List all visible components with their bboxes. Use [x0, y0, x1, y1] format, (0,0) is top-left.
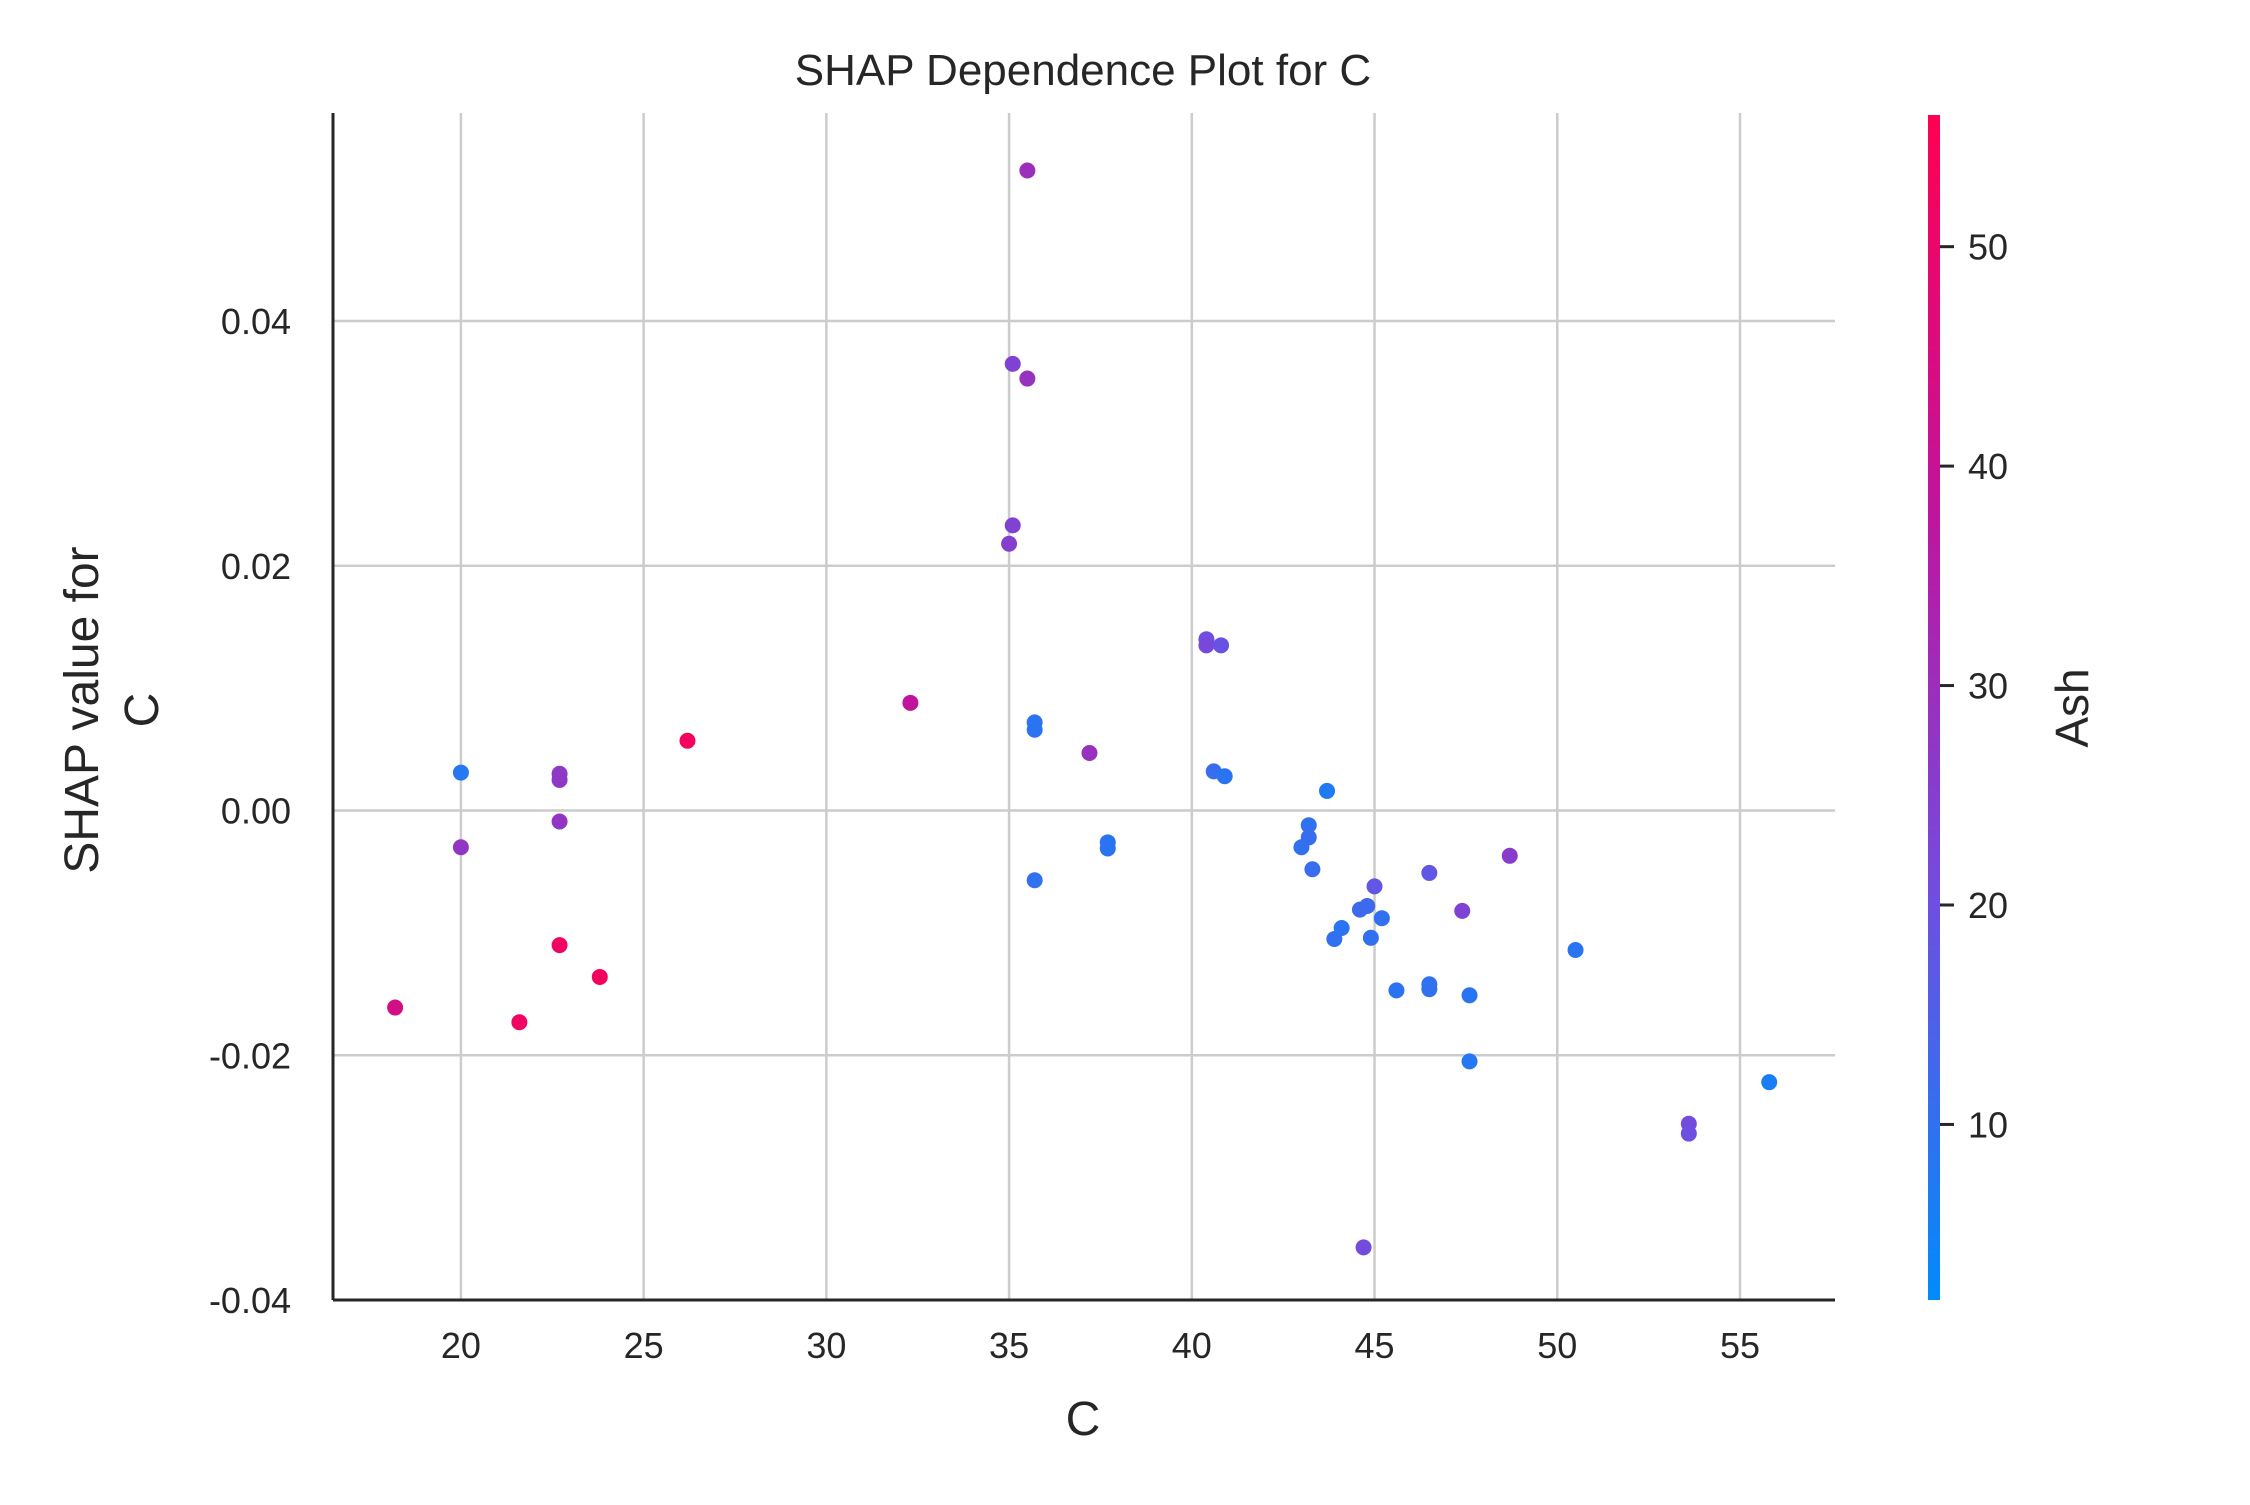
scatter-point [1019, 162, 1036, 179]
scatter-point [1501, 847, 1518, 864]
y-axis-label-line-2: C [116, 693, 169, 728]
scatter-point [1567, 942, 1584, 959]
grid-lines [333, 113, 1835, 1302]
scatter-point [1099, 840, 1116, 857]
y-tick-label: -0.04 [209, 1280, 291, 1321]
y-tick-label: 0.04 [221, 301, 291, 342]
x-tick-label: 35 [989, 1325, 1029, 1366]
y-tick-label: -0.02 [209, 1035, 291, 1076]
scatter-point [1019, 370, 1036, 387]
scatter-point [1366, 878, 1383, 895]
x-tick-label: 20 [441, 1325, 481, 1366]
y-tick-label: 0.02 [221, 546, 291, 587]
scatter-point [1454, 902, 1471, 919]
scatter-point [511, 1014, 528, 1031]
y-axis-label-line-1: SHAP value for [56, 546, 109, 873]
axes [331, 113, 1835, 1302]
x-tick-label: 25 [624, 1325, 664, 1366]
x-tick-label: 40 [1172, 1325, 1212, 1366]
scatter-point [1198, 637, 1215, 654]
colorbar-tick-label: 20 [1968, 885, 2008, 926]
x-axis-label: C [1066, 1393, 1101, 1446]
scatter-point [1351, 901, 1368, 918]
x-tick-label: 45 [1355, 1325, 1395, 1366]
scatter-point [1081, 745, 1098, 762]
scatter-point [1388, 982, 1405, 999]
scatter-point [679, 732, 696, 749]
x-ticks: 20 25 30 35 40 45 50 55 [441, 1325, 1760, 1366]
scatter-point [1304, 861, 1321, 878]
scatter-point [1373, 910, 1390, 927]
colorbar-label: Ash [2046, 668, 2098, 747]
colorbar-ticks: 10 20 30 40 50 [1940, 227, 2008, 1145]
scatter-point [1004, 517, 1021, 534]
scatter-point [1461, 1053, 1478, 1070]
scatter-point [1362, 929, 1379, 946]
colorbar-tick-label: 40 [1968, 446, 2008, 487]
scatter-point [1001, 535, 1018, 552]
scatter-point [387, 999, 404, 1016]
scatter-point [1026, 721, 1043, 738]
scatter-point [1293, 839, 1310, 856]
scatter-point [1680, 1125, 1697, 1142]
scatter-point [1004, 355, 1021, 372]
chart-title: SHAP Dependence Plot for C [795, 46, 1371, 95]
scatter-point [1026, 872, 1043, 889]
x-tick-label: 50 [1537, 1325, 1577, 1366]
scatter-point [1421, 981, 1438, 998]
scatter-point [591, 968, 608, 985]
scatter-point [1326, 931, 1343, 948]
scatter-point [1421, 864, 1438, 881]
x-tick-label: 55 [1720, 1325, 1760, 1366]
scatter-point [551, 937, 568, 954]
scatter-point [551, 813, 568, 830]
scatter-point [1319, 782, 1336, 799]
scatter-point [1213, 637, 1230, 654]
colorbar-tick-label: 50 [1968, 227, 2008, 268]
colorbar-tick-label: 30 [1968, 666, 2008, 707]
x-tick-label: 30 [806, 1325, 846, 1366]
scatter-point [551, 771, 568, 788]
scatter-point [1300, 817, 1317, 834]
scatter-point [1216, 768, 1233, 785]
colorbar-tick-label: 10 [1968, 1104, 2008, 1145]
y-tick-label: 0.00 [221, 791, 291, 832]
y-ticks: -0.04 -0.02 0.00 0.02 0.04 [209, 301, 291, 1321]
scatter-point [902, 694, 919, 711]
scatter-point [1761, 1074, 1778, 1091]
scatter-point [452, 839, 469, 856]
scatter-point [1461, 987, 1478, 1004]
y-axis-label: SHAP value for C [56, 546, 169, 873]
colorbar [1928, 115, 1940, 1300]
scatter-point [1355, 1239, 1372, 1256]
scatter-point [452, 764, 469, 781]
scatter-points [387, 162, 1778, 1256]
